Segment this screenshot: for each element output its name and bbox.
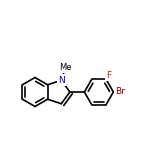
Text: Br: Br [115,88,125,97]
Text: Me: Me [59,63,72,72]
Text: N: N [58,76,65,85]
Text: F: F [106,71,111,80]
